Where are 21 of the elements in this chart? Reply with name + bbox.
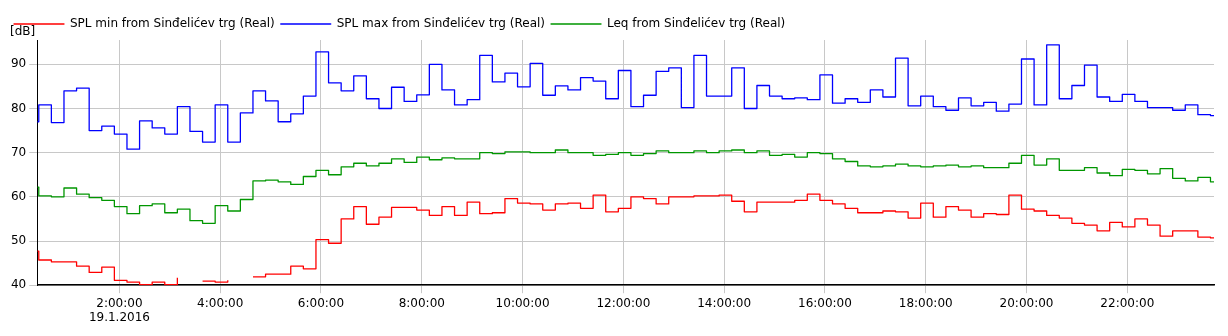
y-tick-label: 80 (10, 100, 27, 115)
legend-label: SPL min from Sinđelićev trg (Real) (70, 16, 275, 31)
x-tick-label: 6:00:00 (297, 295, 345, 310)
legend-label: SPL max from Sinđelićev trg (Real) (336, 16, 546, 31)
x-tick-label: 16:00:00 (798, 295, 852, 310)
x-tick-label: 2:00:00 19.1.2016 (88, 295, 150, 324)
x-tick-label: 4:00:00 (197, 295, 244, 310)
y-axis-title: [dB] (10, 24, 36, 39)
x-tick-label: 18:00:00 (898, 295, 953, 310)
x-tick-label: 8:00:00 (398, 295, 445, 310)
y-tick-label: 70 (10, 144, 27, 159)
x-tick-label: 14:00:00 (697, 295, 752, 310)
y-tick-label: 60 (10, 188, 27, 203)
x-tick-label: 12:00:00 (596, 295, 651, 310)
x-tick-label: 22:00:00 (1100, 295, 1155, 310)
y-tick-label: 90 (10, 56, 27, 71)
x-tick-label: 10:00:00 (495, 295, 550, 310)
legend-label: Leq from Sinđelićev trg (Real) (607, 16, 786, 31)
y-tick-label: 50 (10, 233, 27, 248)
x-tick-label: 20:00:00 (999, 295, 1054, 310)
y-tick-label: 40 (10, 277, 27, 292)
